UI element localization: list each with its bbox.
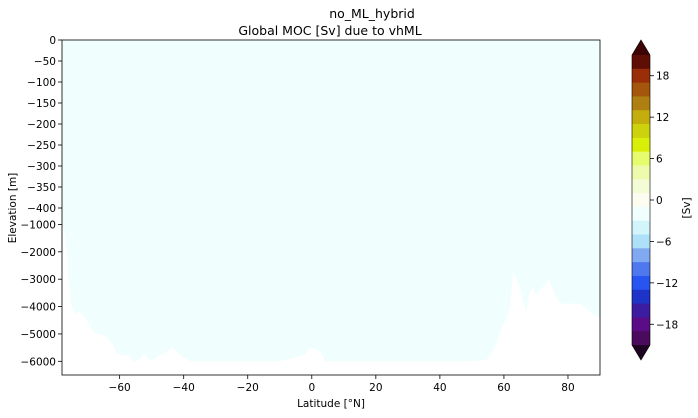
colorbar-segment	[632, 151, 650, 167]
y-tick-label: −50	[34, 56, 56, 68]
x-tick-label: 20	[369, 382, 382, 394]
y-tick-label: −350	[27, 182, 56, 194]
colorbar-extend-top	[632, 40, 650, 55]
y-tick-label: −100	[27, 77, 56, 89]
y-tick-label: −3000	[20, 274, 56, 286]
colorbar-tick-label: 0	[656, 195, 663, 207]
x-tick-label: −40	[173, 382, 195, 394]
colorbar-label: [Sv]	[681, 197, 693, 218]
colorbar-segment	[632, 220, 650, 236]
colorbar-tick-label: 6	[656, 154, 663, 166]
plot-area	[61, 39, 601, 376]
plot-frame	[61, 39, 601, 376]
colorbar: 18 12 6 0 −6 −12 −18	[631, 39, 678, 361]
x-tick-label: −60	[109, 382, 131, 394]
colorbar-segment	[632, 262, 650, 277]
colorbar-segment	[632, 248, 650, 263]
colorbar-segment	[632, 317, 650, 332]
y-tick-label: −1000	[20, 219, 56, 231]
colorbar-tick-label: −18	[656, 319, 678, 331]
colorbar-segment	[632, 234, 650, 249]
y-tick-label: −2000	[20, 247, 56, 259]
colorbar-outline	[631, 39, 651, 361]
y-tick-label: −6000	[20, 356, 56, 368]
colorbar-segment	[632, 331, 650, 346]
colorbar-tick-label: −6	[656, 236, 672, 248]
chart-subtitle: Global MOC [Sv] due to vhML	[238, 23, 421, 38]
x-tick-label: 40	[433, 382, 446, 394]
colorbar-segment	[632, 206, 650, 222]
colorbar-segment	[632, 110, 650, 125]
y-tick-label: −4000	[20, 302, 56, 314]
colorbar-segment	[632, 193, 650, 208]
x-tick-label: 80	[561, 382, 574, 394]
colorbar-tick-label: 12	[656, 112, 669, 124]
colorbar-tick-label: 18	[656, 71, 669, 83]
colorbar-segment	[632, 179, 650, 194]
x-tick-label: 60	[497, 382, 510, 394]
colorbar-extend-bottom	[632, 345, 650, 360]
y-tick-label: −300	[27, 161, 56, 173]
y-tick-label: −150	[27, 98, 56, 110]
y-axis: 0 −50 −100 −150 −200 −250 −300 −350 −400 −1000 −20…	[20, 35, 62, 368]
y-tick-label: −400	[27, 203, 56, 215]
y-tick-label: −200	[27, 119, 56, 131]
colorbar-segment	[632, 289, 650, 305]
colorbar-segment	[632, 96, 650, 111]
x-tick-label: 0	[308, 382, 315, 394]
colorbar-segment	[632, 55, 650, 70]
y-axis-label: Elevation [m]	[7, 173, 19, 244]
colorbar-segment	[632, 165, 650, 180]
colorbar-segment	[632, 275, 650, 291]
y-tick-label: 0	[49, 35, 56, 47]
colorbar-segment	[632, 137, 650, 153]
x-axis: −60 −40 −20 0 20 40 60 80	[109, 375, 575, 394]
chart-title: no_ML_hybrid	[329, 6, 415, 21]
colorbar-tick-label: −12	[656, 278, 678, 290]
x-tick-label: −20	[237, 382, 259, 394]
colorbar-segment	[632, 82, 650, 98]
y-tick-label: −250	[27, 140, 56, 152]
colorbar-segment	[632, 303, 650, 318]
colorbar-segment	[632, 68, 650, 84]
moc-field	[62, 40, 600, 362]
y-tick-label: −5000	[20, 329, 56, 341]
colorbar-segment	[632, 124, 650, 139]
x-axis-label: Latitude [°N]	[297, 398, 365, 410]
